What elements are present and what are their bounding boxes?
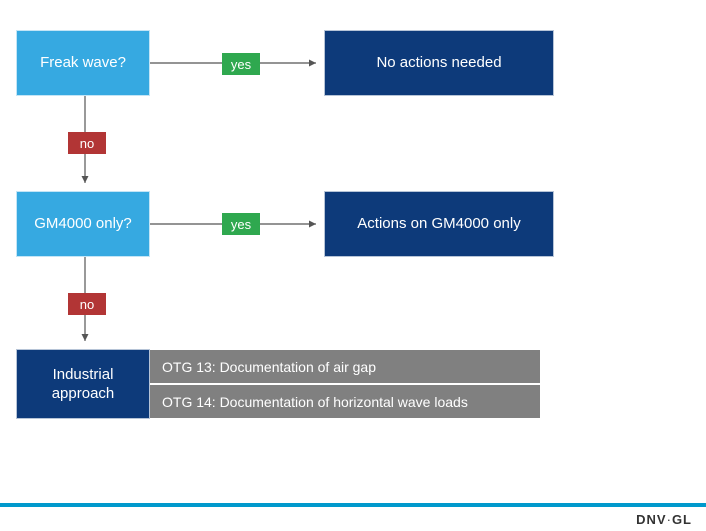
node-gm4000: GM4000 only? — [16, 191, 150, 257]
brand-logo: DNV·GL — [636, 512, 692, 527]
list-row: OTG 14: Documentation of horizontal wave… — [150, 384, 540, 419]
node-industrial-approach: Industrial approach — [16, 349, 150, 419]
brand-part2: GL — [672, 512, 692, 527]
flowchart-canvas: Freak wave? No actions needed GM4000 onl… — [0, 0, 706, 531]
badge-no-2: no — [68, 293, 106, 315]
badge-no-1: no — [68, 132, 106, 154]
node-no-actions: No actions needed — [324, 30, 554, 96]
badge-yes-1: yes — [222, 53, 260, 75]
brand-part1: DNV — [636, 512, 666, 527]
badge-yes-2: yes — [222, 213, 260, 235]
footer-divider — [0, 503, 706, 507]
list-row: OTG 13: Documentation of air gap — [150, 349, 540, 384]
node-actions-gm4000: Actions on GM4000 only — [324, 191, 554, 257]
node-freak-wave: Freak wave? — [16, 30, 150, 96]
